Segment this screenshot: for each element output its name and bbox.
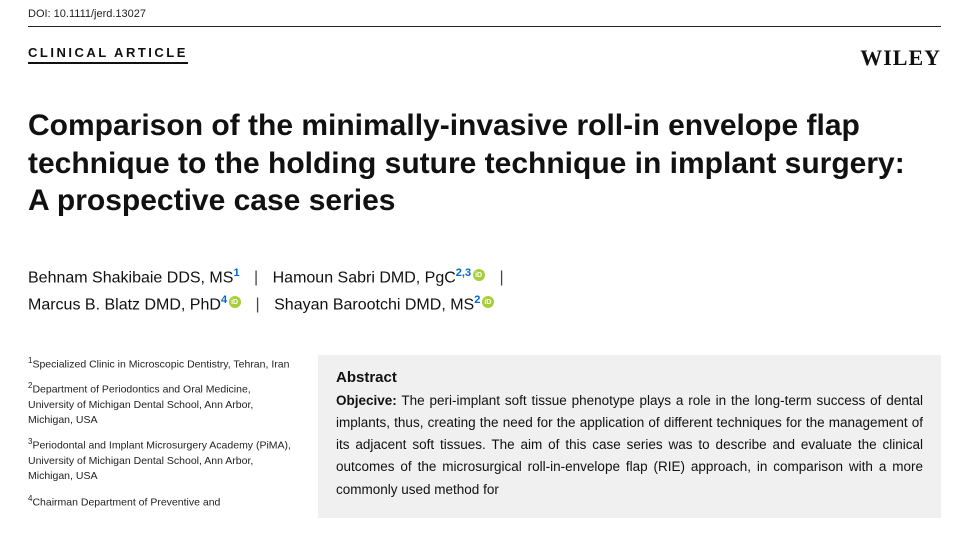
author-separator: | bbox=[500, 264, 504, 291]
abstract-body: Objecive: The peri-implant soft tissue p… bbox=[336, 390, 923, 501]
author-name[interactable]: Behnam Shakibaie DDS, MS bbox=[28, 269, 233, 286]
doi-line: DOI: 10.1111/jerd.13027 bbox=[28, 8, 941, 26]
abstract-objective-label: Objecive: bbox=[336, 393, 397, 408]
affiliations-block: 1Specialized Clinic in Microscopic Denti… bbox=[28, 355, 296, 519]
publisher-logo: WILEY bbox=[860, 45, 941, 71]
affiliation-item: 3Periodontal and Implant Microsurgery Ac… bbox=[28, 436, 296, 484]
affiliation-text: Department of Periodontics and Oral Medi… bbox=[28, 384, 253, 426]
orcid-icon[interactable] bbox=[229, 296, 241, 308]
article-type-label: CLINICAL ARTICLE bbox=[28, 45, 188, 64]
affiliation-item: 2Department of Periodontics and Oral Med… bbox=[28, 380, 296, 428]
affiliation-text: Specialized Clinic in Microscopic Dentis… bbox=[32, 358, 289, 370]
affiliation-text: Periodontal and Implant Microsurgery Aca… bbox=[28, 440, 291, 482]
author-separator: | bbox=[256, 291, 260, 318]
affiliation-text: Chairman Department of Preventive and bbox=[32, 496, 220, 508]
author-list: Behnam Shakibaie DDS, MS1 | Hamoun Sabri… bbox=[28, 264, 941, 319]
orcid-icon[interactable] bbox=[473, 269, 485, 281]
affiliation-item: 4Chairman Department of Preventive and bbox=[28, 493, 296, 511]
orcid-icon[interactable] bbox=[482, 296, 494, 308]
author-affil-sup[interactable]: 2 bbox=[474, 294, 480, 306]
abstract-heading: Abstract bbox=[336, 369, 923, 386]
abstract-box: Abstract Objecive: The peri-implant soft… bbox=[318, 355, 941, 519]
author-name[interactable]: Shayan Barootchi DMD, MS bbox=[274, 296, 474, 313]
abstract-objective-text: The peri-implant soft tissue phenotype p… bbox=[336, 393, 923, 497]
affiliation-item: 1Specialized Clinic in Microscopic Denti… bbox=[28, 355, 296, 373]
two-column-layout: 1Specialized Clinic in Microscopic Denti… bbox=[28, 355, 941, 519]
top-rule bbox=[28, 26, 941, 27]
author-affil-sup[interactable]: 2,3 bbox=[456, 267, 471, 279]
author-separator: | bbox=[254, 264, 258, 291]
author-affil-sup[interactable]: 4 bbox=[221, 294, 227, 306]
author-name[interactable]: Hamoun Sabri DMD, PgC bbox=[273, 269, 456, 286]
header-row: CLINICAL ARTICLE WILEY bbox=[28, 45, 941, 71]
author-affil-sup[interactable]: 1 bbox=[233, 267, 239, 279]
author-name[interactable]: Marcus B. Blatz DMD, PhD bbox=[28, 296, 221, 313]
article-title: Comparison of the minimally-invasive rol… bbox=[28, 107, 908, 220]
